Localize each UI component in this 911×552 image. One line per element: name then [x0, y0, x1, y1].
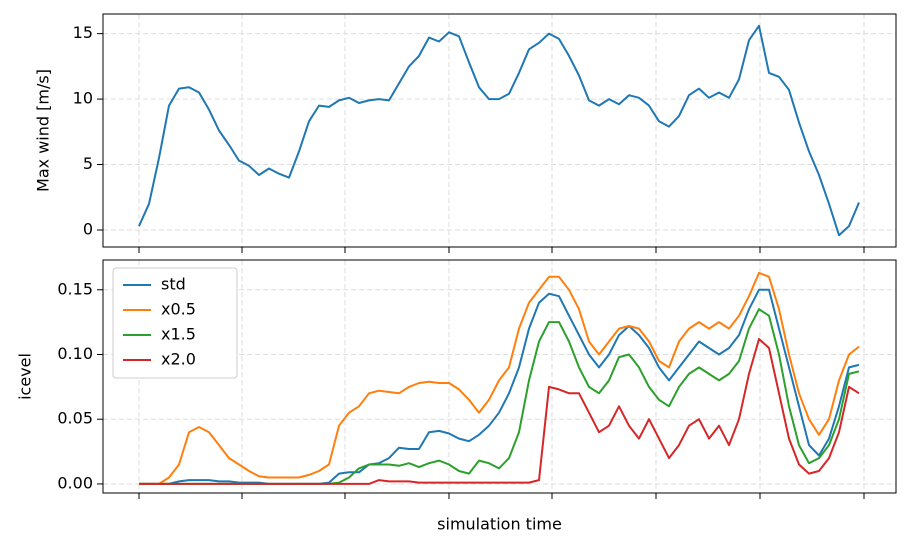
series-line — [139, 338, 860, 485]
legend-label: x2.0 — [161, 350, 196, 369]
y-axis-label: icevel — [16, 353, 35, 400]
y-tick-label: 5 — [83, 154, 93, 173]
series-line — [138, 24, 860, 237]
y-tick-label: 10 — [73, 89, 93, 108]
x-axis-label: simulation time — [437, 515, 562, 534]
legend-label: std — [161, 275, 186, 294]
series-line — [139, 288, 860, 485]
series-line — [139, 271, 860, 485]
y-tick-label: 0.10 — [57, 344, 93, 363]
y-axis-label: Max wind [m/s] — [34, 69, 53, 192]
y-tick-label: 0.00 — [57, 473, 93, 492]
y-tick-label: 0.05 — [57, 409, 93, 428]
y-tick-label: 15 — [73, 23, 93, 42]
y-tick-label: 0 — [83, 219, 93, 238]
axes-frame — [102, 259, 897, 494]
y-tick-label: 0.15 — [57, 279, 93, 298]
legend-frame — [112, 267, 238, 379]
legend-label: x0.5 — [161, 300, 196, 319]
series-line — [139, 308, 860, 485]
axes-frame — [102, 13, 897, 248]
legend-label: x1.5 — [161, 325, 196, 344]
